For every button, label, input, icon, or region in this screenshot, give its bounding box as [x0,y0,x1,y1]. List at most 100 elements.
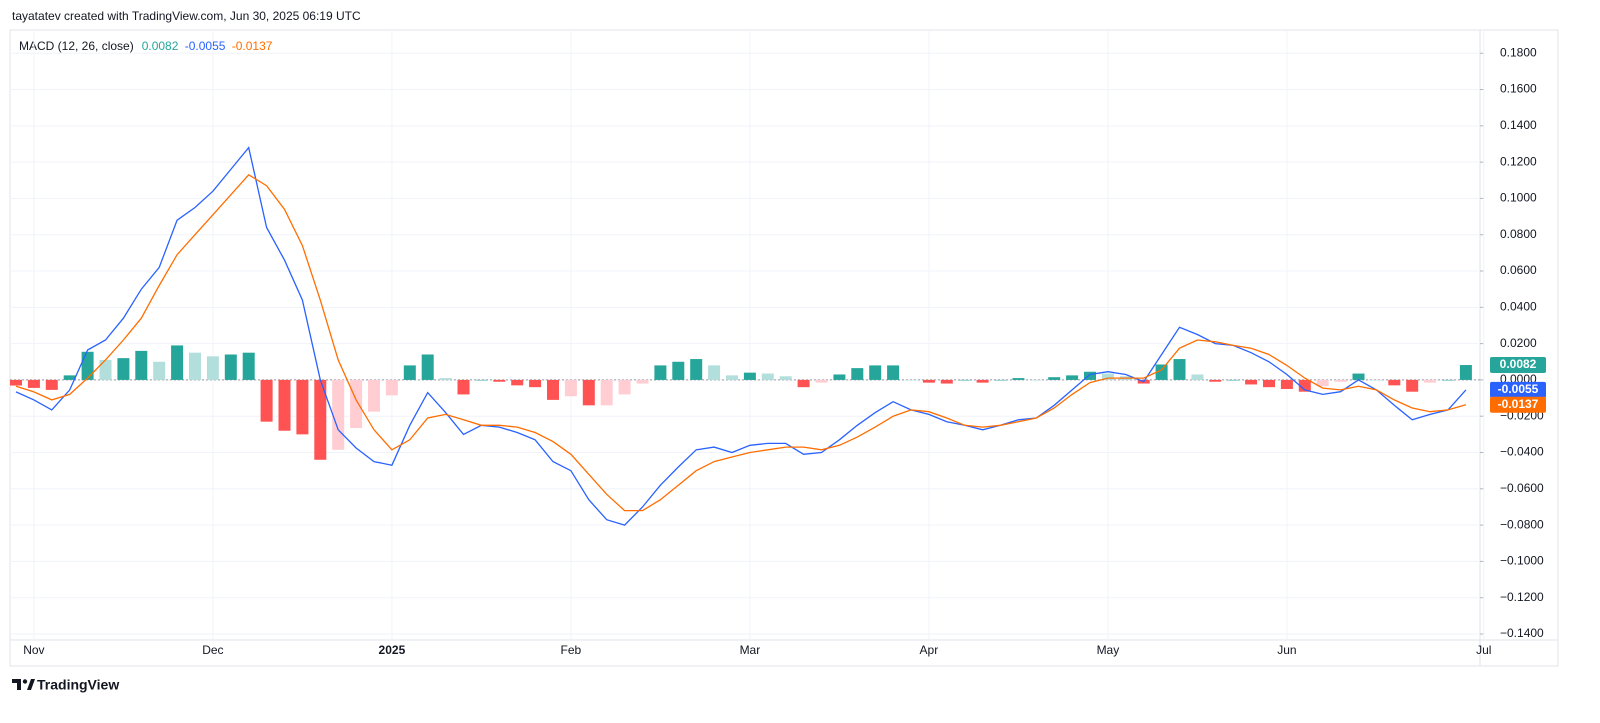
histogram-bar [1191,374,1204,380]
y-tick-label: −0.0800 [1500,517,1544,531]
histogram-bar [224,354,237,380]
histogram-bar [457,379,470,395]
x-tick-label: Jul [1476,643,1491,657]
axis-tag [1490,357,1546,374]
histogram-bar [690,359,703,380]
histogram-bar [385,379,398,396]
histogram-bar [815,379,828,383]
histogram-bar [296,379,309,435]
histogram-bar [332,379,345,450]
histogram-bar [1442,379,1454,381]
histogram-bar [99,359,112,380]
y-tick-label: 0.0800 [1500,227,1537,241]
histogram-bar [1066,375,1079,380]
histogram-bar [600,379,613,406]
histogram-bar [1370,379,1383,381]
x-tick-label: Mar [740,643,761,657]
y-tick-label: 0.1600 [1500,82,1537,96]
histogram-bar [350,379,363,429]
histogram-bar [368,379,380,412]
axis-tag-label: -0.0137 [1498,397,1539,411]
histogram-bar [242,352,255,380]
series-line [15,146,1467,526]
histogram-bar [206,356,219,380]
histogram-bar [63,375,76,380]
histogram-bar [851,368,864,380]
y-tick-label: −0.1000 [1500,554,1544,568]
x-tick-label: May [1097,643,1120,657]
histogram-bar [672,361,685,380]
histogram-bar [1334,379,1347,382]
y-tick-label: 0.0400 [1500,299,1537,313]
histogram-bar [1101,373,1114,380]
histogram-bar [833,374,846,380]
y-tick-label: 0.0200 [1500,336,1537,350]
histogram-bar [260,379,273,422]
series-line [15,173,1467,512]
histogram-bar [1388,379,1401,386]
histogram-bar [726,375,738,380]
histogram-bar [1424,379,1437,383]
histogram-bar [1459,365,1472,380]
histogram-bar [779,376,792,380]
histogram-bar [1155,364,1168,380]
histogram-bar [1030,379,1043,381]
histogram-bar [529,379,542,388]
histogram-bar [421,354,434,380]
y-tick-label: 0.1200 [1500,154,1537,168]
histogram-bar [636,379,649,384]
x-tick-label: Jun [1277,643,1296,657]
histogram-bar [761,373,774,380]
histogram-bar [81,351,94,380]
axis-tag [1490,396,1546,413]
histogram-bar [1173,359,1186,380]
histogram-bar [1406,379,1419,392]
histogram-bar [708,365,721,380]
histogram-bar [547,379,559,400]
histogram-bar [654,365,667,380]
histogram-bar [135,350,148,380]
histogram-bar [189,352,201,380]
histogram-bar [1048,377,1061,380]
histogram-bar [958,379,971,381]
y-tick-label: −0.0400 [1500,445,1544,459]
histogram-bar [10,379,22,386]
histogram-bar [1263,379,1275,388]
credit: tayatatev created with TradingView.com, … [12,9,361,23]
histogram-bar [743,372,756,380]
histogram-bar [564,379,577,397]
histogram-bar [403,365,416,380]
histogram-bar [1012,378,1025,380]
histogram-bar [27,379,40,388]
x-tick-label: Apr [920,643,939,657]
histogram-bar [314,379,327,460]
y-tick-label: −0.0600 [1500,481,1544,495]
histogram-bar [869,365,882,380]
axis-tag [1490,381,1546,398]
histogram-bar [1084,371,1096,380]
legend-value: 0.0082 [142,39,179,53]
histogram-bar [940,379,953,384]
brand-logo [12,679,35,690]
legend-value: -0.0137 [232,39,273,53]
histogram-bar [976,379,989,383]
x-tick-label: Nov [23,643,44,657]
histogram-bar [905,379,917,381]
histogram-bar [278,379,291,431]
x-tick-label: Dec [202,643,223,657]
histogram-bar [922,379,935,383]
x-tick-label: Feb [561,643,582,657]
axis-tag-label: -0.0055 [1498,382,1539,396]
y-tick-label: 0.0600 [1500,263,1537,277]
histogram-bar [1316,379,1329,387]
y-tick-label: 0.1800 [1500,45,1537,59]
y-tick-label: −0.1200 [1500,590,1544,604]
histogram-bar [439,378,452,380]
histogram-bar [887,365,900,380]
y-tick-label: 0.1400 [1500,118,1537,132]
histogram-bar [117,358,130,380]
indicator-title: MACD (12, 26, close) [19,39,134,53]
histogram-bar [1245,379,1258,385]
